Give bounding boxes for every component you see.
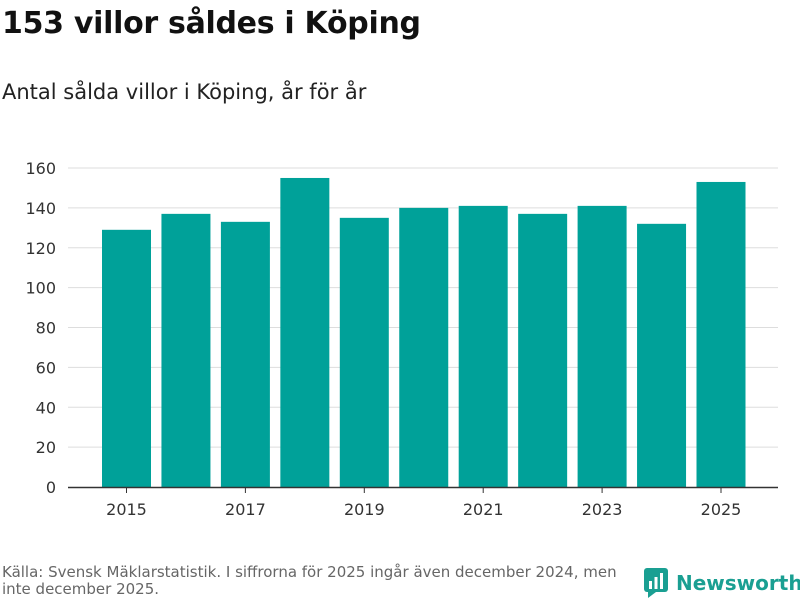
bar-2023 [577, 205, 627, 487]
bar-2019 [339, 217, 389, 487]
chart-subtitle: Antal sålda villor i Köping, år för år [2, 80, 367, 104]
x-tick-label: 2017 [225, 500, 266, 519]
x-tick-label: 2025 [701, 500, 742, 519]
y-tick-label: 80 [36, 319, 56, 338]
y-tick-label: 40 [36, 398, 56, 417]
bar-2025 [696, 181, 746, 488]
x-tick-label: 2015 [106, 500, 147, 519]
x-tick-label: 2023 [582, 500, 623, 519]
chart-title: 153 villor såldes i Köping [2, 6, 421, 41]
brand-logo[interactable]: Newsworthy [644, 568, 800, 598]
bar-2021 [458, 205, 508, 487]
y-tick-label: 100 [25, 279, 56, 298]
x-tick-label: 2019 [344, 500, 385, 519]
source-note: Källa: Svensk Mäklarstatistik. I siffror… [2, 563, 617, 598]
bar-2024 [637, 223, 687, 487]
y-tick-label: 60 [36, 358, 56, 377]
bar-2018 [280, 177, 330, 487]
bar-2015 [102, 229, 151, 487]
bar-chart: 0 20 40 60 80 100 120 140 160 2015 2017 2019 2021 202… [25, 159, 778, 519]
newsworthy-logo-icon [644, 568, 668, 598]
bar-2017 [220, 221, 270, 488]
x-tick-label: 2021 [463, 500, 504, 519]
brand-name: Newsworthy [676, 571, 800, 595]
y-tick-label: 0 [46, 478, 56, 497]
y-tick-label: 120 [25, 239, 56, 258]
bar-2020 [399, 207, 449, 487]
y-tick-label: 140 [25, 199, 56, 218]
y-tick-label: 160 [25, 159, 56, 178]
bar-2016 [161, 213, 211, 487]
bar-2022 [518, 213, 568, 487]
y-tick-label: 20 [36, 438, 56, 457]
